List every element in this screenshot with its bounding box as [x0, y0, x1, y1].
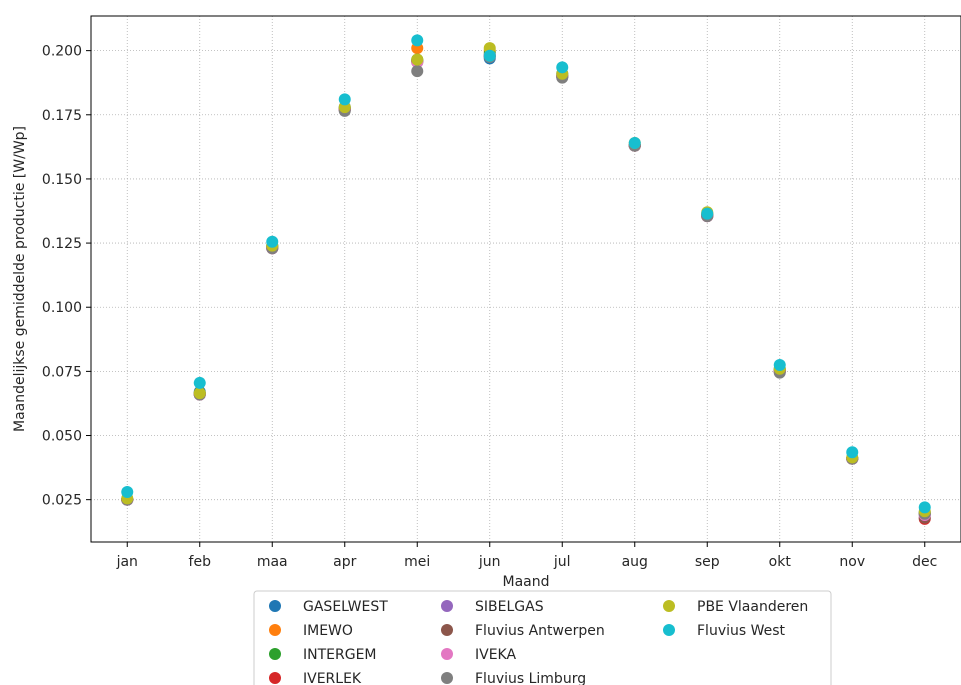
- data-point: [411, 65, 424, 78]
- x-tick-label: dec: [912, 554, 937, 570]
- legend-marker: [441, 648, 453, 660]
- x-tick-label: jul: [553, 554, 571, 570]
- y-axis-label: Maandelijkse gemiddelde productie [W/Wp]: [12, 126, 28, 432]
- x-tick-label: jun: [478, 554, 501, 570]
- legend-label: GASELWEST: [303, 599, 388, 615]
- axis-ticks: jan feb maa apr mei jun jul aug sep okt nov dec 0.02…: [42, 44, 937, 570]
- data-point: [193, 376, 206, 389]
- legend-marker: [269, 648, 281, 660]
- x-tick-label: okt: [769, 554, 792, 570]
- legend-marker: [269, 600, 281, 612]
- data-point: [411, 34, 424, 47]
- legend-label: Fluvius Limburg: [475, 671, 586, 685]
- legend-label: IMEWO: [303, 623, 353, 639]
- legend-label: PBE Vlaanderen: [697, 599, 808, 615]
- data-point: [338, 93, 351, 106]
- legend-marker: [269, 624, 281, 636]
- legend-marker: [441, 624, 453, 636]
- legend-label: IVERLEK: [303, 671, 362, 685]
- data-point: [411, 53, 424, 66]
- x-tick-label: nov: [839, 554, 865, 570]
- legend-marker: [441, 672, 453, 684]
- y-tick-label: 0.200: [42, 44, 82, 60]
- data-point: [193, 387, 206, 400]
- data-point: [918, 501, 931, 514]
- data-point: [556, 61, 569, 74]
- legend-label: Fluvius Antwerpen: [475, 623, 605, 639]
- data-point: [121, 485, 134, 498]
- data-point: [266, 235, 279, 248]
- data-point: [628, 137, 641, 150]
- x-tick-label: maa: [257, 554, 288, 570]
- legend-label: Fluvius West: [697, 623, 786, 639]
- data-points: [121, 34, 931, 525]
- x-tick-label: apr: [333, 554, 356, 570]
- legend-label: SIBELGAS: [475, 599, 544, 615]
- legend: GASELWEST IMEWO INTERGEM IVERLEK SIBELGAS Flu…: [253, 590, 832, 685]
- data-point: [701, 207, 714, 220]
- x-tick-label: sep: [695, 554, 720, 570]
- y-tick-label: 0.050: [42, 429, 82, 445]
- y-tick-label: 0.125: [42, 236, 82, 252]
- plot-frame: [90, 15, 961, 543]
- x-tick-label: aug: [622, 554, 648, 570]
- y-tick-label: 0.075: [42, 364, 82, 380]
- y-tick-label: 0.100: [42, 300, 82, 316]
- legend-box: [253, 590, 832, 685]
- y-tick-label: 0.175: [42, 108, 82, 124]
- x-axis-label: Maand: [503, 574, 550, 590]
- legend-label: IVEKA: [475, 647, 516, 663]
- x-tick-label: feb: [189, 554, 212, 570]
- y-tick-label: 0.025: [42, 493, 82, 509]
- legend-marker: [269, 672, 281, 684]
- legend-marker: [441, 600, 453, 612]
- legend-marker: [663, 600, 675, 612]
- legend-label: INTERGEM: [303, 647, 377, 663]
- x-tick-label: mei: [404, 554, 430, 570]
- x-tick-label: jan: [116, 554, 138, 570]
- y-tick-label: 0.150: [42, 172, 82, 188]
- data-point: [773, 358, 786, 371]
- legend-marker: [663, 624, 675, 636]
- data-point: [483, 49, 496, 62]
- data-point: [846, 446, 859, 459]
- grid-lines: [91, 16, 961, 542]
